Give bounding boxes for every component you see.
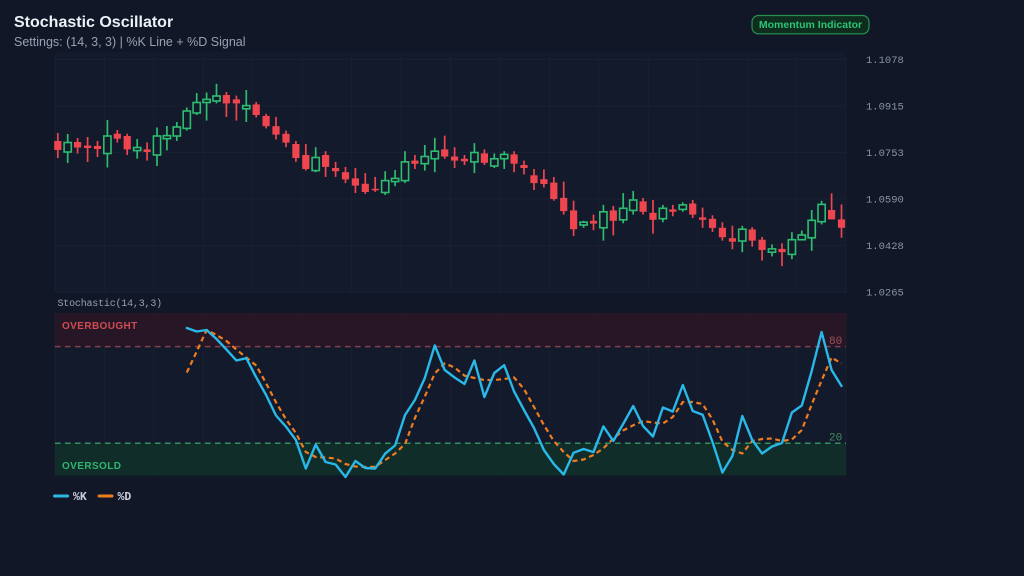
svg-text:1.1078: 1.1078 <box>866 55 904 67</box>
svg-text:1.0265: 1.0265 <box>866 288 904 300</box>
svg-text:20: 20 <box>829 433 842 445</box>
svg-text:%K: %K <box>73 491 87 504</box>
svg-text:Stochastic Oscillator: Stochastic Oscillator <box>14 14 173 31</box>
svg-text:OVERBOUGHT: OVERBOUGHT <box>62 321 138 332</box>
svg-text:1.0915: 1.0915 <box>866 102 904 114</box>
svg-text:Momentum Indicator: Momentum Indicator <box>759 19 862 31</box>
svg-text:OVERSOLD: OVERSOLD <box>62 461 121 472</box>
svg-text:1.0590: 1.0590 <box>866 195 904 207</box>
svg-text:80: 80 <box>829 336 842 348</box>
svg-text:Stochastic(14,3,3): Stochastic(14,3,3) <box>58 298 162 310</box>
svg-text:1.0428: 1.0428 <box>866 241 904 253</box>
svg-text:Settings: (14, 3, 3) | %K Line: Settings: (14, 3, 3) | %K Line + %D Sign… <box>14 35 246 49</box>
svg-text:%D: %D <box>118 491 132 504</box>
svg-text:1.0753: 1.0753 <box>866 148 904 160</box>
